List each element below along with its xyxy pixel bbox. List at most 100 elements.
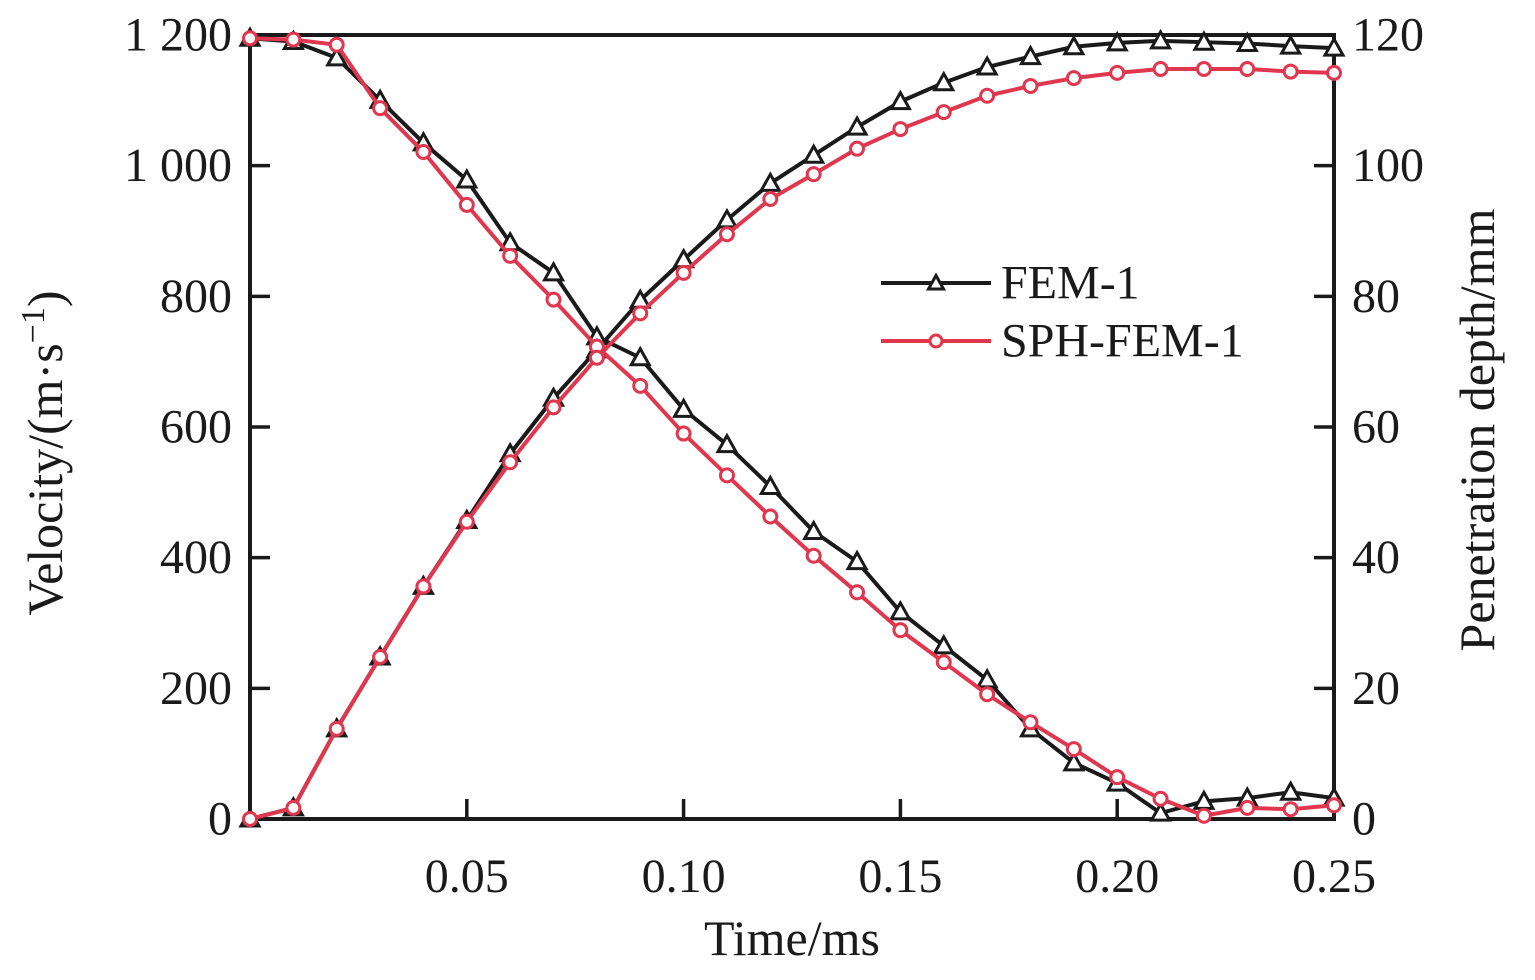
x-tick-label: 0.15 <box>858 850 942 903</box>
sph-fem-1-depth-marker <box>762 190 779 207</box>
sph-fem-1-velocity-marker <box>1195 807 1212 824</box>
sph-fem-1-velocity-line <box>249 36 1335 818</box>
sph-fem-1-velocity-marker <box>979 686 996 703</box>
sph-fem-1-velocity-marker <box>415 143 432 160</box>
sph-fem-1-depth-marker <box>1195 60 1212 77</box>
sph-fem-1-depth-marker <box>285 799 302 816</box>
fem-1-velocity-marker <box>758 474 782 495</box>
sph-fem-1-depth-marker <box>1152 60 1169 77</box>
fem-1-velocity-marker <box>1062 750 1086 772</box>
fem-1-velocity-marker <box>802 519 826 541</box>
sph-fem-1-velocity-marker <box>1152 790 1169 807</box>
sph-fem-1-velocity-marker <box>632 377 649 394</box>
sph-fem-1-depth-marker <box>1022 77 1039 94</box>
left-tick-label: 1 200 <box>124 9 232 62</box>
fem-1-velocity-marker <box>932 633 956 655</box>
fem-1-velocity-marker <box>672 397 696 418</box>
sph-fem-1-depth-marker <box>935 104 952 121</box>
fem-1-depth-marker <box>1279 34 1303 55</box>
right-axis-label: Penetration depth/mm <box>1449 208 1505 651</box>
x-tick-label: 0.20 <box>1075 850 1159 903</box>
right-tick-label: 80 <box>1352 270 1400 323</box>
fem-1-velocity-marker <box>455 167 479 189</box>
sph-fem-1-velocity-marker <box>1109 769 1126 786</box>
left-axis-label: Velocity/(m·s−1) <box>15 290 73 615</box>
sph-fem-1-depth-marker <box>545 399 562 416</box>
legend-label: FEM-1 <box>1001 257 1140 310</box>
sph-fem-1-velocity-marker <box>502 247 519 264</box>
right-tick-label: 100 <box>1352 139 1424 192</box>
sph-fem-1-depth-marker <box>979 87 996 104</box>
fem-1-velocity-line <box>249 36 1335 816</box>
x-tick-label: 0.05 <box>425 850 509 903</box>
sph-fem-1-velocity-marker <box>545 291 562 308</box>
sph-fem-1-velocity-marker <box>1326 797 1342 814</box>
sph-fem-1-depth-marker <box>632 305 649 322</box>
fem-1-velocity-marker <box>325 45 349 67</box>
fem-1-velocity-marker <box>1279 780 1303 801</box>
fem-1-depth-marker <box>888 89 912 111</box>
sph-fem-1-velocity-marker <box>762 508 779 525</box>
fem-1-velocity-marker <box>888 599 912 621</box>
fem-1-depth-marker <box>802 143 826 164</box>
left-tick-label: 1 000 <box>124 139 232 192</box>
legend-circle-marker-icon <box>928 333 944 349</box>
sph-fem-1-depth-marker <box>415 578 432 595</box>
sph-fem-1-depth-marker <box>502 454 519 471</box>
left-tick-label: 800 <box>160 270 232 323</box>
sph-fem-1-depth-marker <box>1065 70 1082 87</box>
sph-fem-1-depth-marker <box>805 166 822 183</box>
sph-fem-1-velocity-marker <box>849 584 866 601</box>
sph-fem-1-depth-marker <box>588 349 605 366</box>
fem-1-depth-marker <box>845 115 869 136</box>
sph-fem-1-depth-marker <box>1239 60 1256 77</box>
right-tick-label: 0 <box>1352 793 1376 846</box>
left-tick-label: 0 <box>208 793 232 846</box>
legend-label: SPH-FEM-1 <box>1001 315 1244 368</box>
sph-fem-1-velocity-marker <box>328 36 345 53</box>
sph-fem-1-velocity-marker <box>285 31 302 48</box>
sph-fem-1-velocity-marker <box>372 100 389 117</box>
sph-fem-1-velocity-marker <box>1239 799 1256 816</box>
left-tick-label: 400 <box>160 531 232 584</box>
x-tick-label: 0.25 <box>1292 850 1376 903</box>
right-tick-label: 120 <box>1352 9 1424 62</box>
sph-fem-1-depth-marker <box>718 226 735 243</box>
sph-fem-1-depth-marker <box>892 121 909 138</box>
sph-fem-1-depth-line <box>249 66 1335 821</box>
left-tick-label: 600 <box>160 401 232 454</box>
left-tick-label: 200 <box>160 662 232 715</box>
fem-1-depth-marker <box>758 171 782 192</box>
fem-1-velocity-marker <box>845 549 869 571</box>
fem-1-depth-marker <box>975 54 999 76</box>
sph-fem-1-velocity-marker <box>242 30 258 47</box>
fem-1-velocity-marker <box>1148 801 1173 822</box>
fem-1-velocity-marker <box>541 260 566 282</box>
sph-fem-1-depth-marker <box>458 513 475 530</box>
legend-triangle-marker-icon <box>925 272 947 291</box>
sph-fem-1-velocity-marker <box>718 467 735 484</box>
sph-fem-1-depth-marker <box>328 720 345 737</box>
fem-1-depth-marker <box>1105 30 1129 52</box>
legend-item-sph-fem-1: SPH-FEM-1 <box>881 315 1244 368</box>
sph-fem-1-velocity-marker <box>892 622 909 639</box>
sph-fem-1-depth-marker <box>372 648 389 665</box>
fem-1-velocity-marker <box>628 345 652 367</box>
sph-fem-1-depth-marker <box>849 140 866 157</box>
right-tick-label: 40 <box>1352 531 1400 584</box>
sph-fem-1-velocity-marker <box>1022 714 1039 731</box>
fem-1-depth-line <box>249 38 1335 821</box>
sph-fem-1-depth-marker <box>242 811 258 827</box>
legend-item-fem-1: FEM-1 <box>881 257 1140 310</box>
plot-frame <box>248 33 1336 821</box>
x-axis-label: Time/ms <box>704 910 880 966</box>
sph-fem-1-depth-marker <box>675 264 692 281</box>
fem-1-depth-marker <box>932 70 956 92</box>
sph-fem-1-velocity-marker <box>1065 741 1082 758</box>
sph-fem-1-velocity-marker <box>1282 801 1299 818</box>
right-tick-label: 60 <box>1352 401 1400 454</box>
fem-1-depth-marker <box>1322 36 1346 57</box>
